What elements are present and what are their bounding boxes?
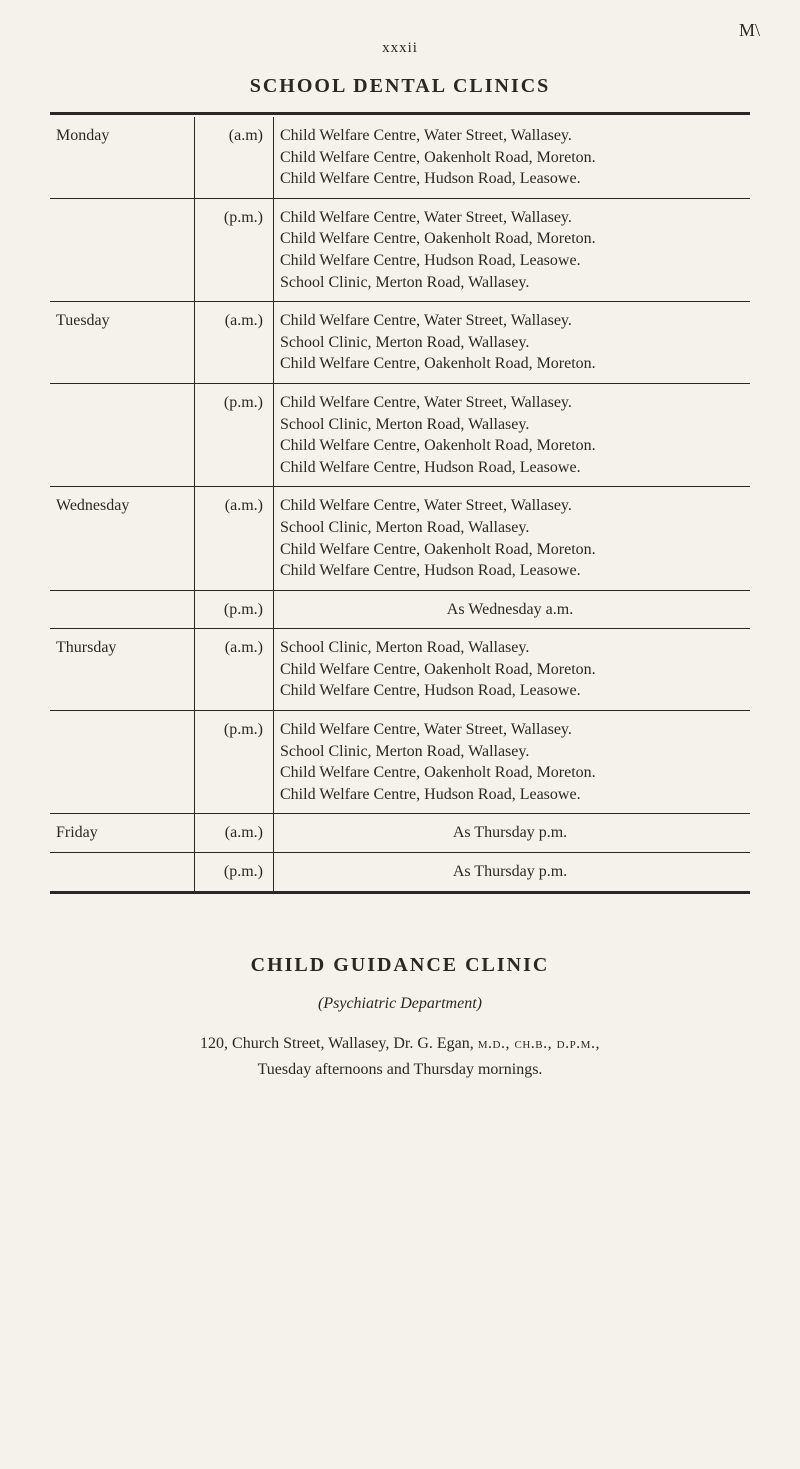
desc-cell: As Thursday p.m. xyxy=(274,814,751,853)
section2-address-line: 120, Church Street, Wallasey, Dr. G. Ega… xyxy=(50,1035,750,1053)
day-cell: Monday xyxy=(50,117,195,198)
day-cell xyxy=(50,711,195,814)
desc-cell: Child Welfare Centre, Water Street, Wall… xyxy=(274,198,751,301)
time-cell: (a.m.) xyxy=(195,302,274,384)
bottom-heavy-rule xyxy=(50,891,750,894)
table-row: (p.m.)As Thursday p.m. xyxy=(50,853,750,891)
table-row: (p.m.)Child Welfare Centre, Water Street… xyxy=(50,383,750,486)
time-cell: (p.m.) xyxy=(195,590,274,629)
top-heavy-rule xyxy=(50,112,750,115)
table-row: Thursday(a.m.)School Clinic, Merton Road… xyxy=(50,629,750,711)
time-cell: (p.m.) xyxy=(195,198,274,301)
day-cell xyxy=(50,590,195,629)
table-row: (p.m.)As Wednesday a.m. xyxy=(50,590,750,629)
desc-cell: Child Welfare Centre, Water Street, Wall… xyxy=(274,302,751,384)
day-cell xyxy=(50,853,195,891)
time-cell: (p.m.) xyxy=(195,383,274,486)
time-cell: (a.m.) xyxy=(195,629,274,711)
desc-cell: As Wednesday a.m. xyxy=(274,590,751,629)
table-row: Monday(a.m)Child Welfare Centre, Water S… xyxy=(50,117,750,198)
table-row: Wednesday(a.m.)Child Welfare Centre, Wat… xyxy=(50,487,750,590)
page-number: xxxii xyxy=(50,40,750,57)
scan-mark: M\ xyxy=(739,20,760,41)
time-cell: (p.m.) xyxy=(195,711,274,814)
day-cell: Wednesday xyxy=(50,487,195,590)
desc-cell: Child Welfare Centre, Water Street, Wall… xyxy=(274,117,751,198)
desc-cell: As Thursday p.m. xyxy=(274,853,751,891)
day-cell: Friday xyxy=(50,814,195,853)
time-cell: (a.m) xyxy=(195,117,274,198)
day-cell: Tuesday xyxy=(50,302,195,384)
table-row: Tuesday(a.m.)Child Welfare Centre, Water… xyxy=(50,302,750,384)
time-cell: (a.m.) xyxy=(195,814,274,853)
time-cell: (p.m.) xyxy=(195,853,274,891)
section2-title: CHILD GUIDANCE CLINIC xyxy=(50,954,750,977)
addr-qualifications: m.d., ch.b., d.p.m., xyxy=(478,1035,600,1052)
schedule-table: Monday(a.m)Child Welfare Centre, Water S… xyxy=(50,117,750,891)
day-cell: Thursday xyxy=(50,629,195,711)
table-row: (p.m.)Child Welfare Centre, Water Street… xyxy=(50,711,750,814)
table-row: Friday(a.m.)As Thursday p.m. xyxy=(50,814,750,853)
time-cell: (a.m.) xyxy=(195,487,274,590)
desc-cell: Child Welfare Centre, Water Street, Wall… xyxy=(274,487,751,590)
addr-prefix: 120, Church Street, Wallasey, Dr. G. Ega… xyxy=(200,1035,478,1052)
day-cell xyxy=(50,383,195,486)
section2-subtitle: (Psychiatric Department) xyxy=(50,995,750,1013)
desc-cell: Child Welfare Centre, Water Street, Wall… xyxy=(274,711,751,814)
desc-cell: Child Welfare Centre, Water Street, Wall… xyxy=(274,383,751,486)
page-title: SCHOOL DENTAL CLINICS xyxy=(50,75,750,98)
table-row: (p.m.)Child Welfare Centre, Water Street… xyxy=(50,198,750,301)
desc-cell: School Clinic, Merton Road, Wallasey.Chi… xyxy=(274,629,751,711)
section2-schedule-line: Tuesday afternoons and Thursday mornings… xyxy=(50,1061,750,1079)
day-cell xyxy=(50,198,195,301)
